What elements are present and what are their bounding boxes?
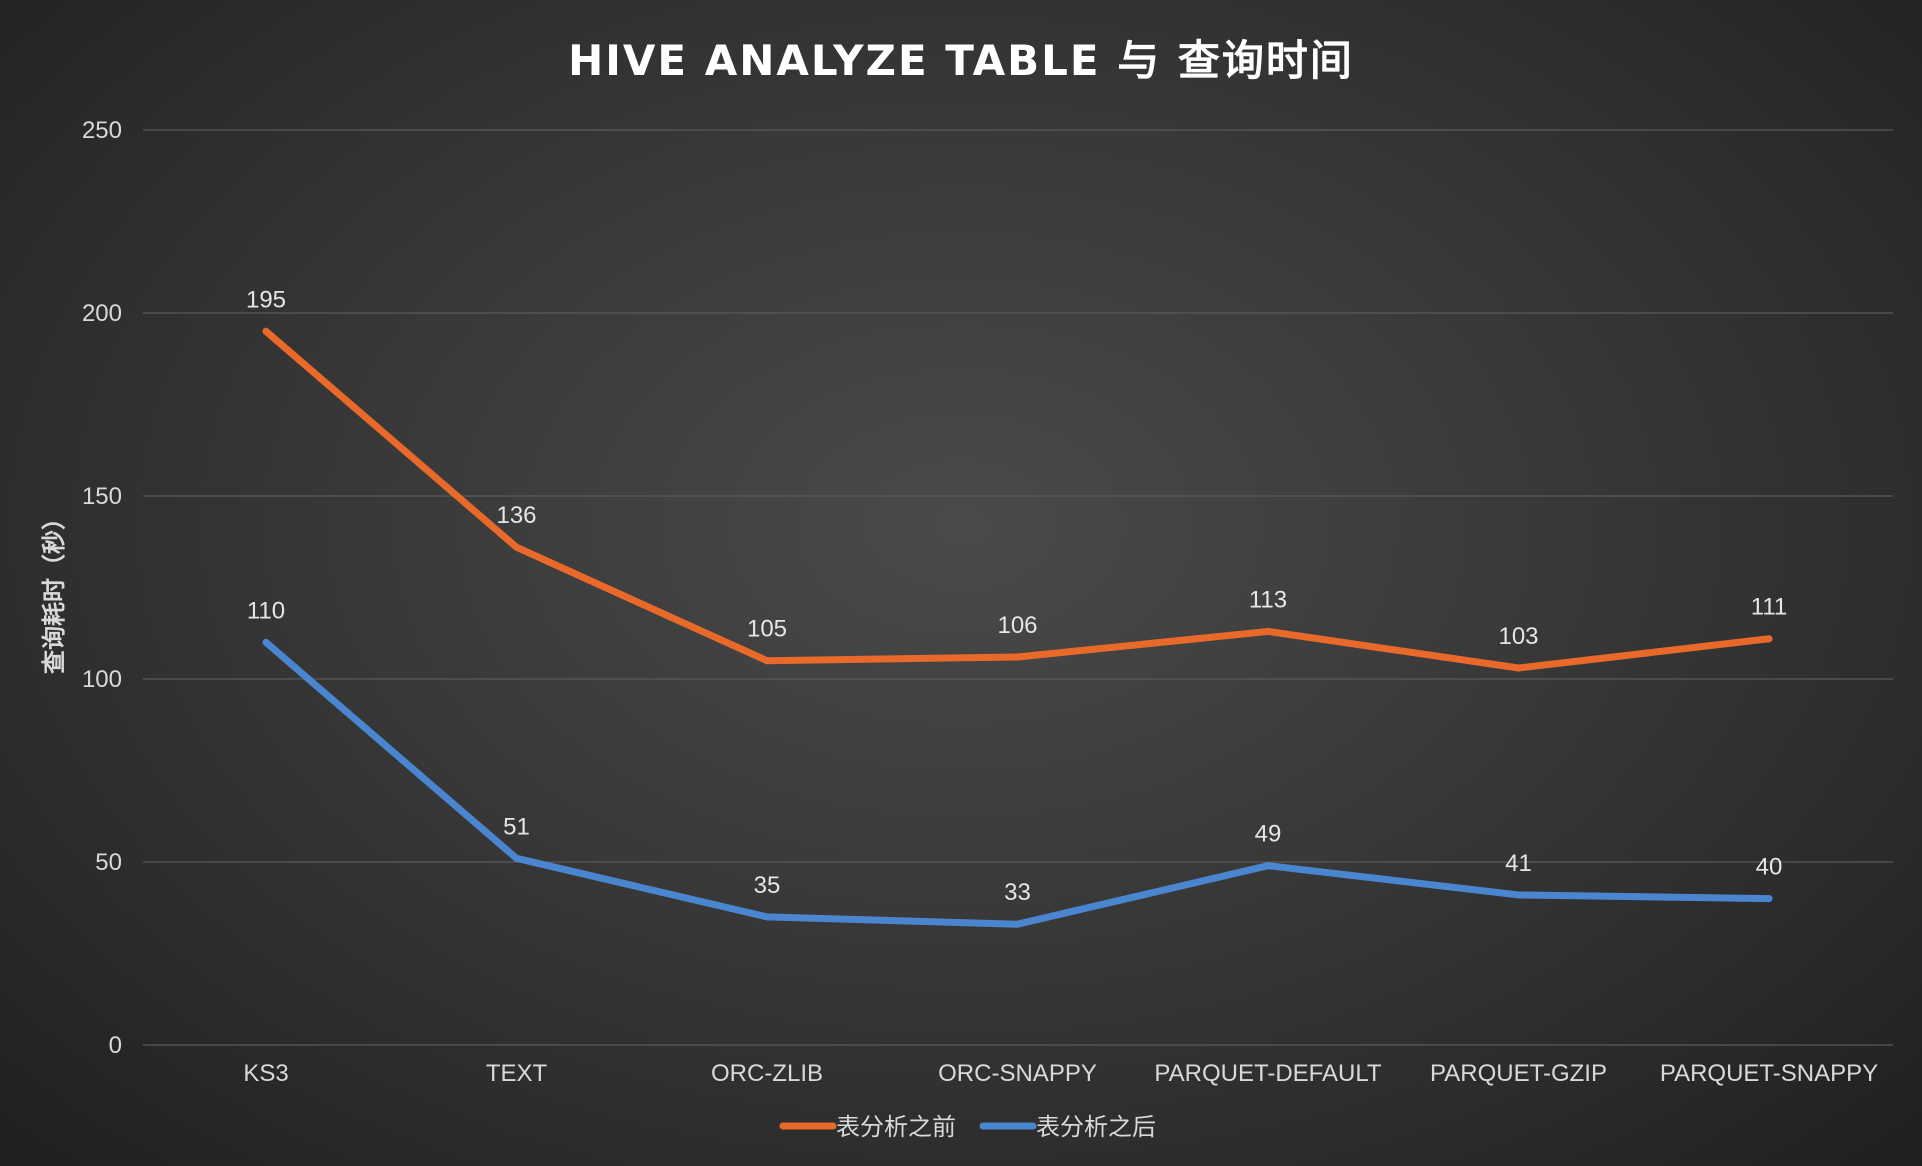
data-point — [1515, 891, 1522, 899]
chart-title: HIVE ANALYZE TABLE 与 查询时间 — [568, 36, 1354, 85]
y-tick-label: 100 — [82, 666, 122, 693]
data-label: 195 — [246, 286, 286, 313]
data-point — [1014, 653, 1021, 661]
data-point — [1264, 627, 1272, 635]
data-label: 49 — [1255, 821, 1282, 848]
y-tick-label: 200 — [82, 300, 122, 327]
y-tick-label: 250 — [82, 117, 122, 144]
y-tick-label: 150 — [82, 483, 122, 510]
data-point — [1515, 664, 1522, 672]
x-tick-label: ORC-SNAPPY — [938, 1060, 1097, 1087]
x-tick-label: TEXT — [486, 1060, 548, 1087]
legend-label-1: 表分析之前 — [836, 1113, 956, 1141]
data-label: 106 — [997, 612, 1037, 639]
data-label: 113 — [1249, 586, 1287, 613]
series-lines — [262, 327, 1773, 928]
y-axis-label: 查询耗时（秒） — [40, 506, 68, 674]
data-label: 103 — [1498, 623, 1538, 650]
data-label: 33 — [1004, 879, 1031, 906]
data-label: 35 — [754, 872, 781, 899]
data-label: 105 — [747, 616, 787, 643]
data-labels: 195 136 105 106 113 103 111 110 51 35 33 49 41 40 — [246, 286, 1787, 906]
data-point — [513, 854, 520, 862]
data-label: 136 — [496, 502, 536, 529]
legend: 表分析之前 表分析之后 — [779, 1113, 1156, 1141]
x-tick-label: ORC-ZLIB — [711, 1060, 823, 1087]
gridlines — [143, 129, 1893, 1046]
data-label: 111 — [1751, 594, 1787, 621]
y-axis-ticks: 0 50 100 150 200 250 — [82, 117, 122, 1059]
data-point — [1765, 635, 1773, 643]
data-label: 110 — [247, 597, 285, 624]
data-point — [763, 657, 771, 665]
data-label: 40 — [1756, 854, 1783, 881]
y-tick-label: 50 — [95, 849, 122, 876]
x-tick-label: PARQUET-SNAPPY — [1660, 1060, 1878, 1087]
data-point — [262, 638, 270, 646]
x-tick-label: PARQUET-GZIP — [1430, 1060, 1607, 1087]
x-axis-ticks: KS3 TEXT ORC-ZLIB ORC-SNAPPY PARQUET-DEFAULT… — [243, 1060, 1878, 1087]
x-tick-label: KS3 — [243, 1060, 288, 1087]
data-label: 41 — [1505, 850, 1532, 877]
data-point — [763, 913, 771, 921]
data-point — [262, 327, 270, 335]
x-tick-label: PARQUET-DEFAULT — [1154, 1060, 1381, 1087]
data-point — [1264, 862, 1272, 870]
data-point — [1765, 895, 1773, 903]
legend-label-2: 表分析之后 — [1036, 1113, 1156, 1141]
y-tick-label: 0 — [109, 1032, 122, 1059]
data-point — [1014, 920, 1021, 928]
data-point — [513, 543, 520, 551]
data-label: 51 — [503, 813, 530, 840]
